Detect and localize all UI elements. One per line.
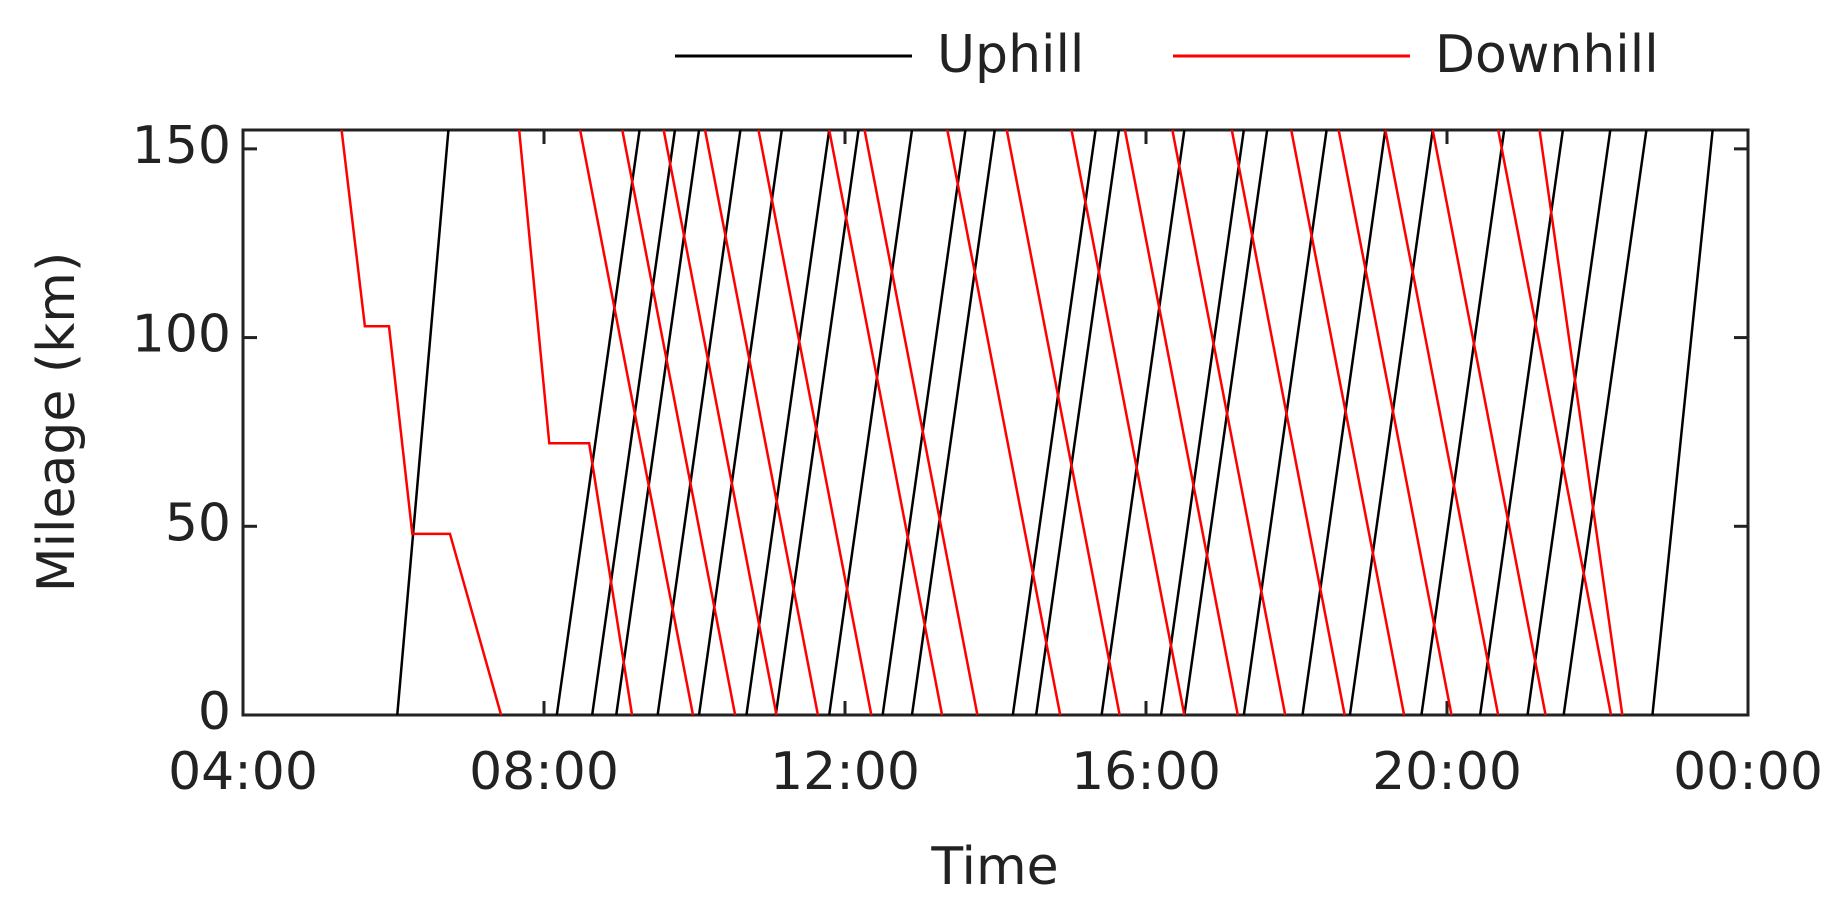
train-path (1034, 129, 1121, 716)
y-axis-label: Mileage (km) (27, 252, 87, 593)
train-path (745, 129, 831, 716)
train-path (656, 129, 742, 716)
train-path (1159, 129, 1246, 716)
train-path (1496, 129, 1613, 716)
train-path (1100, 129, 1186, 716)
train-path (827, 129, 914, 716)
train-path (590, 129, 677, 716)
train-path (578, 129, 695, 716)
train-path (1123, 129, 1240, 716)
legend-label: Downhill (1435, 25, 1659, 85)
train-path (1183, 129, 1269, 716)
x-tick-label: 16:00 (1071, 742, 1221, 802)
train-path (910, 129, 996, 716)
train-path (555, 129, 641, 716)
train-path (1420, 129, 1506, 716)
x-tick-label: 04:00 (168, 742, 318, 802)
train-path (881, 129, 967, 716)
train-path (1562, 129, 1648, 716)
train-path (827, 129, 944, 716)
train-path (757, 129, 873, 716)
train-path (1478, 129, 1565, 716)
train-path (396, 129, 450, 716)
train-path (774, 129, 860, 716)
train-path (863, 129, 979, 716)
x-tick-label: 08:00 (469, 742, 619, 802)
train-path (946, 129, 1062, 716)
train-path (1290, 129, 1406, 716)
train-path (1526, 129, 1612, 716)
train-path (1384, 129, 1500, 716)
train-path (1242, 129, 1328, 716)
train-path (1005, 129, 1121, 716)
train-path (1348, 129, 1434, 716)
train-path (517, 129, 634, 716)
train-path (662, 129, 778, 716)
x-tick-label: 12:00 (770, 742, 920, 802)
train-path (615, 129, 701, 716)
train-path (1431, 129, 1547, 716)
train-path (697, 129, 784, 716)
x-axis-label: Time (930, 837, 1058, 897)
legend-label: Uphill (937, 25, 1084, 85)
train-path (1171, 129, 1287, 716)
train-path (1538, 129, 1624, 716)
train-path (1337, 129, 1453, 716)
train-path (340, 129, 503, 716)
train-path (1011, 129, 1097, 716)
y-tick-label: 100 (132, 305, 231, 365)
y-tick-label: 0 (198, 682, 231, 742)
y-tick-label: 150 (132, 116, 231, 176)
plot-frame (241, 128, 1750, 717)
y-tick-label: 50 (165, 493, 231, 553)
train-path (703, 129, 820, 716)
train-path (1651, 129, 1714, 716)
x-tick-label: 00:00 (1673, 742, 1823, 802)
train-path (621, 129, 737, 716)
train-path (1301, 129, 1387, 716)
train-path (1230, 129, 1346, 716)
x-tick-label: 20:00 (1372, 742, 1522, 802)
train-path (1070, 129, 1186, 716)
